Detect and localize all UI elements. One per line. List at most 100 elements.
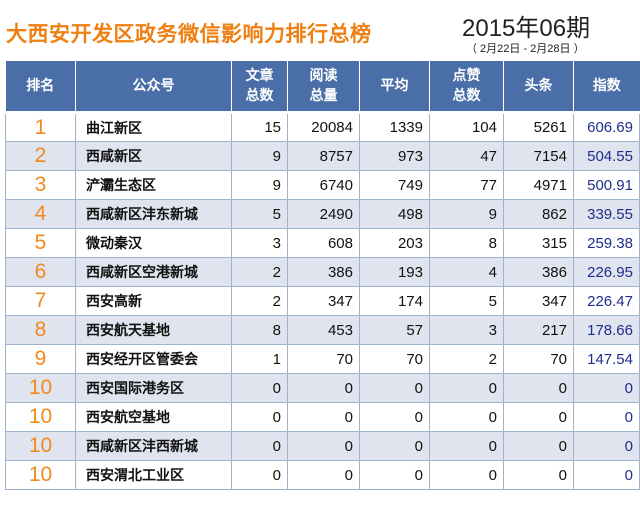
index-cell: 226.47 xyxy=(573,286,640,316)
table-row: 10 西咸新区沣西新城 0 0 0 0 0 0 xyxy=(5,431,640,461)
index-cell: 226.95 xyxy=(573,257,640,287)
column-header-articles-total: 文章 总数 xyxy=(231,61,288,114)
articles-cell: 0 xyxy=(231,373,288,403)
likes-cell: 9 xyxy=(429,199,504,229)
table-row: 9 西安经开区管委会 1 70 70 2 70 147.54 xyxy=(5,344,640,374)
page-title: 大西安开发区政务微信影响力排行总榜 xyxy=(6,22,372,46)
likes-cell: 0 xyxy=(429,402,504,432)
average-cell: 57 xyxy=(359,315,430,345)
headline-cell: 0 xyxy=(503,373,574,403)
table-row: 2 西咸新区 9 8757 973 47 7154 504.55 xyxy=(5,141,640,171)
headline-cell: 5261 xyxy=(503,112,574,142)
average-cell: 1339 xyxy=(359,112,430,142)
rank-cell: 9 xyxy=(5,344,76,374)
average-cell: 0 xyxy=(359,373,430,403)
reads-cell: 0 xyxy=(287,431,360,461)
table-row: 5 微动秦汉 3 608 203 8 315 259.38 xyxy=(5,228,640,258)
column-header-line1: 平均 xyxy=(380,78,409,94)
average-cell: 973 xyxy=(359,141,430,171)
account-name-cell: 西安经开区管委会 xyxy=(75,344,232,374)
column-header-line1: 指数 xyxy=(592,78,621,94)
table-row: 8 西安航天基地 8 453 57 3 217 178.66 xyxy=(5,315,640,345)
average-cell: 0 xyxy=(359,460,430,490)
headline-cell: 386 xyxy=(503,257,574,287)
likes-cell: 2 xyxy=(429,344,504,374)
index-cell: 178.66 xyxy=(573,315,640,345)
likes-cell: 104 xyxy=(429,112,504,142)
account-name-cell: 西安国际港务区 xyxy=(75,373,232,403)
average-cell: 203 xyxy=(359,228,430,258)
account-name-cell: 微动秦汉 xyxy=(75,228,232,258)
headline-cell: 70 xyxy=(503,344,574,374)
table-row: 10 西安航空基地 0 0 0 0 0 0 xyxy=(5,402,640,432)
articles-cell: 1 xyxy=(231,344,288,374)
reads-cell: 6740 xyxy=(287,170,360,200)
column-header-account: 公众号 xyxy=(75,61,232,114)
table-row: 1 曲江新区 15 20084 1339 104 5261 606.69 xyxy=(5,112,640,142)
articles-cell: 9 xyxy=(231,170,288,200)
table-row: 3 浐灞生态区 9 6740 749 77 4971 500.91 xyxy=(5,170,640,200)
headline-cell: 7154 xyxy=(503,141,574,171)
reads-cell: 8757 xyxy=(287,141,360,171)
articles-cell: 3 xyxy=(231,228,288,258)
account-name-cell: 西安航空基地 xyxy=(75,402,232,432)
index-cell: 0 xyxy=(573,373,640,403)
account-name-cell: 西安航天基地 xyxy=(75,315,232,345)
column-header-line1: 头条 xyxy=(524,78,553,94)
index-cell: 0 xyxy=(573,402,640,432)
account-name-cell: 西咸新区沣东新城 xyxy=(75,199,232,229)
index-cell: 0 xyxy=(573,431,640,461)
articles-cell: 8 xyxy=(231,315,288,345)
rank-cell: 2 xyxy=(5,141,76,171)
reads-cell: 347 xyxy=(287,286,360,316)
articles-cell: 15 xyxy=(231,112,288,142)
average-cell: 498 xyxy=(359,199,430,229)
column-header-line1: 公众号 xyxy=(132,78,175,94)
index-cell: 504.55 xyxy=(573,141,640,171)
articles-cell: 5 xyxy=(231,199,288,229)
account-name-cell: 曲江新区 xyxy=(75,112,232,142)
reads-cell: 0 xyxy=(287,373,360,403)
average-cell: 193 xyxy=(359,257,430,287)
index-cell: 500.91 xyxy=(573,170,640,200)
table-body: 1 曲江新区 15 20084 1339 104 5261 606.69 2 西咸新区 9 8757 9… xyxy=(5,112,640,490)
rank-cell: 1 xyxy=(5,112,76,142)
rank-cell: 7 xyxy=(5,286,76,316)
headline-cell: 0 xyxy=(503,431,574,461)
articles-cell: 0 xyxy=(231,402,288,432)
headline-cell: 217 xyxy=(503,315,574,345)
reads-cell: 20084 xyxy=(287,112,360,142)
date-range: （ 2月22日 - 2月28日 ） xyxy=(466,43,585,55)
table-row: 4 西咸新区沣东新城 5 2490 498 9 862 339.55 xyxy=(5,199,640,229)
average-cell: 70 xyxy=(359,344,430,374)
index-cell: 339.55 xyxy=(573,199,640,229)
column-header-headline: 头条 xyxy=(503,61,574,114)
average-cell: 749 xyxy=(359,170,430,200)
header-row: 排名 公众号 文章 总数 阅读 总量 平均 点赞 总数 头条 指数 xyxy=(5,61,640,114)
rank-cell: 6 xyxy=(5,257,76,287)
reads-cell: 2490 xyxy=(287,199,360,229)
ranking-table: 排名 公众号 文章 总数 阅读 总量 平均 点赞 总数 头条 指数 1 曲江新区 15 20084 1339… xyxy=(5,61,640,490)
column-header-line2: 总数 xyxy=(452,88,481,104)
average-cell: 174 xyxy=(359,286,430,316)
table-row: 10 西安国际港务区 0 0 0 0 0 0 xyxy=(5,373,640,403)
articles-cell: 2 xyxy=(231,286,288,316)
articles-cell: 2 xyxy=(231,257,288,287)
table-row: 7 西安高新 2 347 174 5 347 226.47 xyxy=(5,286,640,316)
column-header-line2: 总数 xyxy=(245,88,274,104)
articles-cell: 9 xyxy=(231,141,288,171)
table-header: 排名 公众号 文章 总数 阅读 总量 平均 点赞 总数 头条 指数 xyxy=(5,61,640,114)
headline-cell: 347 xyxy=(503,286,574,316)
reads-cell: 0 xyxy=(287,402,360,432)
average-cell: 0 xyxy=(359,402,430,432)
column-header-rank: 排名 xyxy=(5,61,76,114)
index-cell: 147.54 xyxy=(573,344,640,374)
headline-cell: 4971 xyxy=(503,170,574,200)
rank-cell: 10 xyxy=(5,460,76,490)
column-header-index: 指数 xyxy=(573,61,640,114)
column-header-likes-total: 点赞 总数 xyxy=(429,61,504,114)
likes-cell: 77 xyxy=(429,170,504,200)
reads-cell: 608 xyxy=(287,228,360,258)
likes-cell: 0 xyxy=(429,373,504,403)
likes-cell: 8 xyxy=(429,228,504,258)
